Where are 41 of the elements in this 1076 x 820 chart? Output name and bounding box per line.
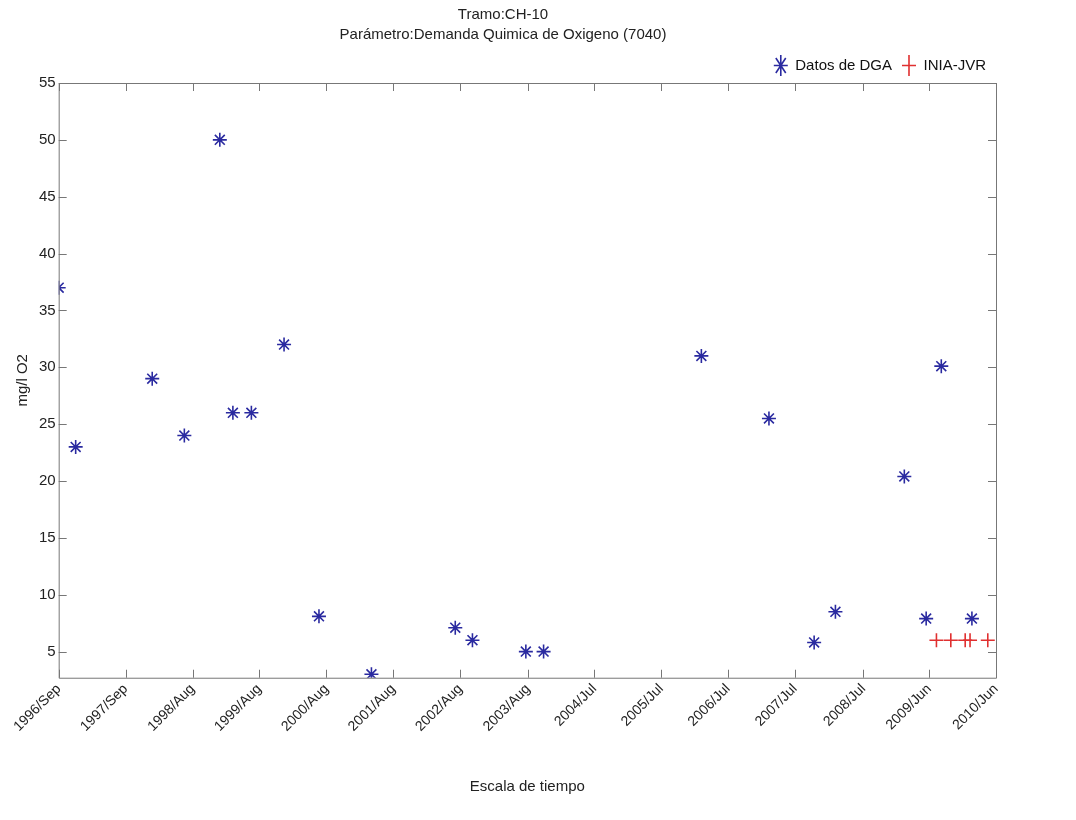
point (964, 610, 980, 627)
point (827, 603, 844, 620)
y-tick-label: 50 (39, 130, 56, 147)
y-tick-label: 5 (47, 641, 56, 659)
point (979, 632, 996, 649)
point (212, 132, 228, 148)
point (176, 427, 193, 444)
y-tick-label: 10 (39, 584, 56, 602)
point (464, 632, 481, 649)
y-tick-label: 30 (39, 357, 56, 375)
y-axis-title: mg/l O2 (13, 354, 31, 407)
y-tick-label: 55 (39, 73, 56, 91)
y-tick-label: 35 (39, 300, 56, 318)
chart-title: Tramo:CH-10 (457, 5, 549, 23)
legend-label: Datos de DGA (795, 55, 892, 73)
point (761, 410, 777, 427)
point (447, 619, 464, 636)
point (67, 439, 84, 455)
point (535, 643, 552, 660)
point (144, 370, 161, 387)
point (311, 608, 327, 625)
point (962, 632, 978, 649)
y-tick-label: 25 (39, 414, 56, 432)
y-tick-label: 45 (39, 186, 56, 204)
y-tick-label: 40 (39, 243, 56, 261)
point (896, 468, 913, 485)
point (933, 358, 950, 374)
point (225, 404, 241, 421)
point (918, 610, 934, 627)
legend-label: INIA-JVR (923, 55, 987, 73)
y-tick-label: 20 (39, 471, 56, 489)
chart-subtitle: Parámetro:Demanda Quimica de Oxigeno (7040) (339, 25, 667, 43)
point (243, 404, 260, 421)
point (518, 643, 534, 660)
point (276, 336, 292, 353)
y-tick-label: 15 (39, 528, 56, 545)
point (693, 348, 710, 364)
point (943, 632, 959, 649)
point (806, 634, 822, 651)
x-axis-title: Escala de tiempo (469, 777, 585, 795)
point (928, 632, 945, 649)
